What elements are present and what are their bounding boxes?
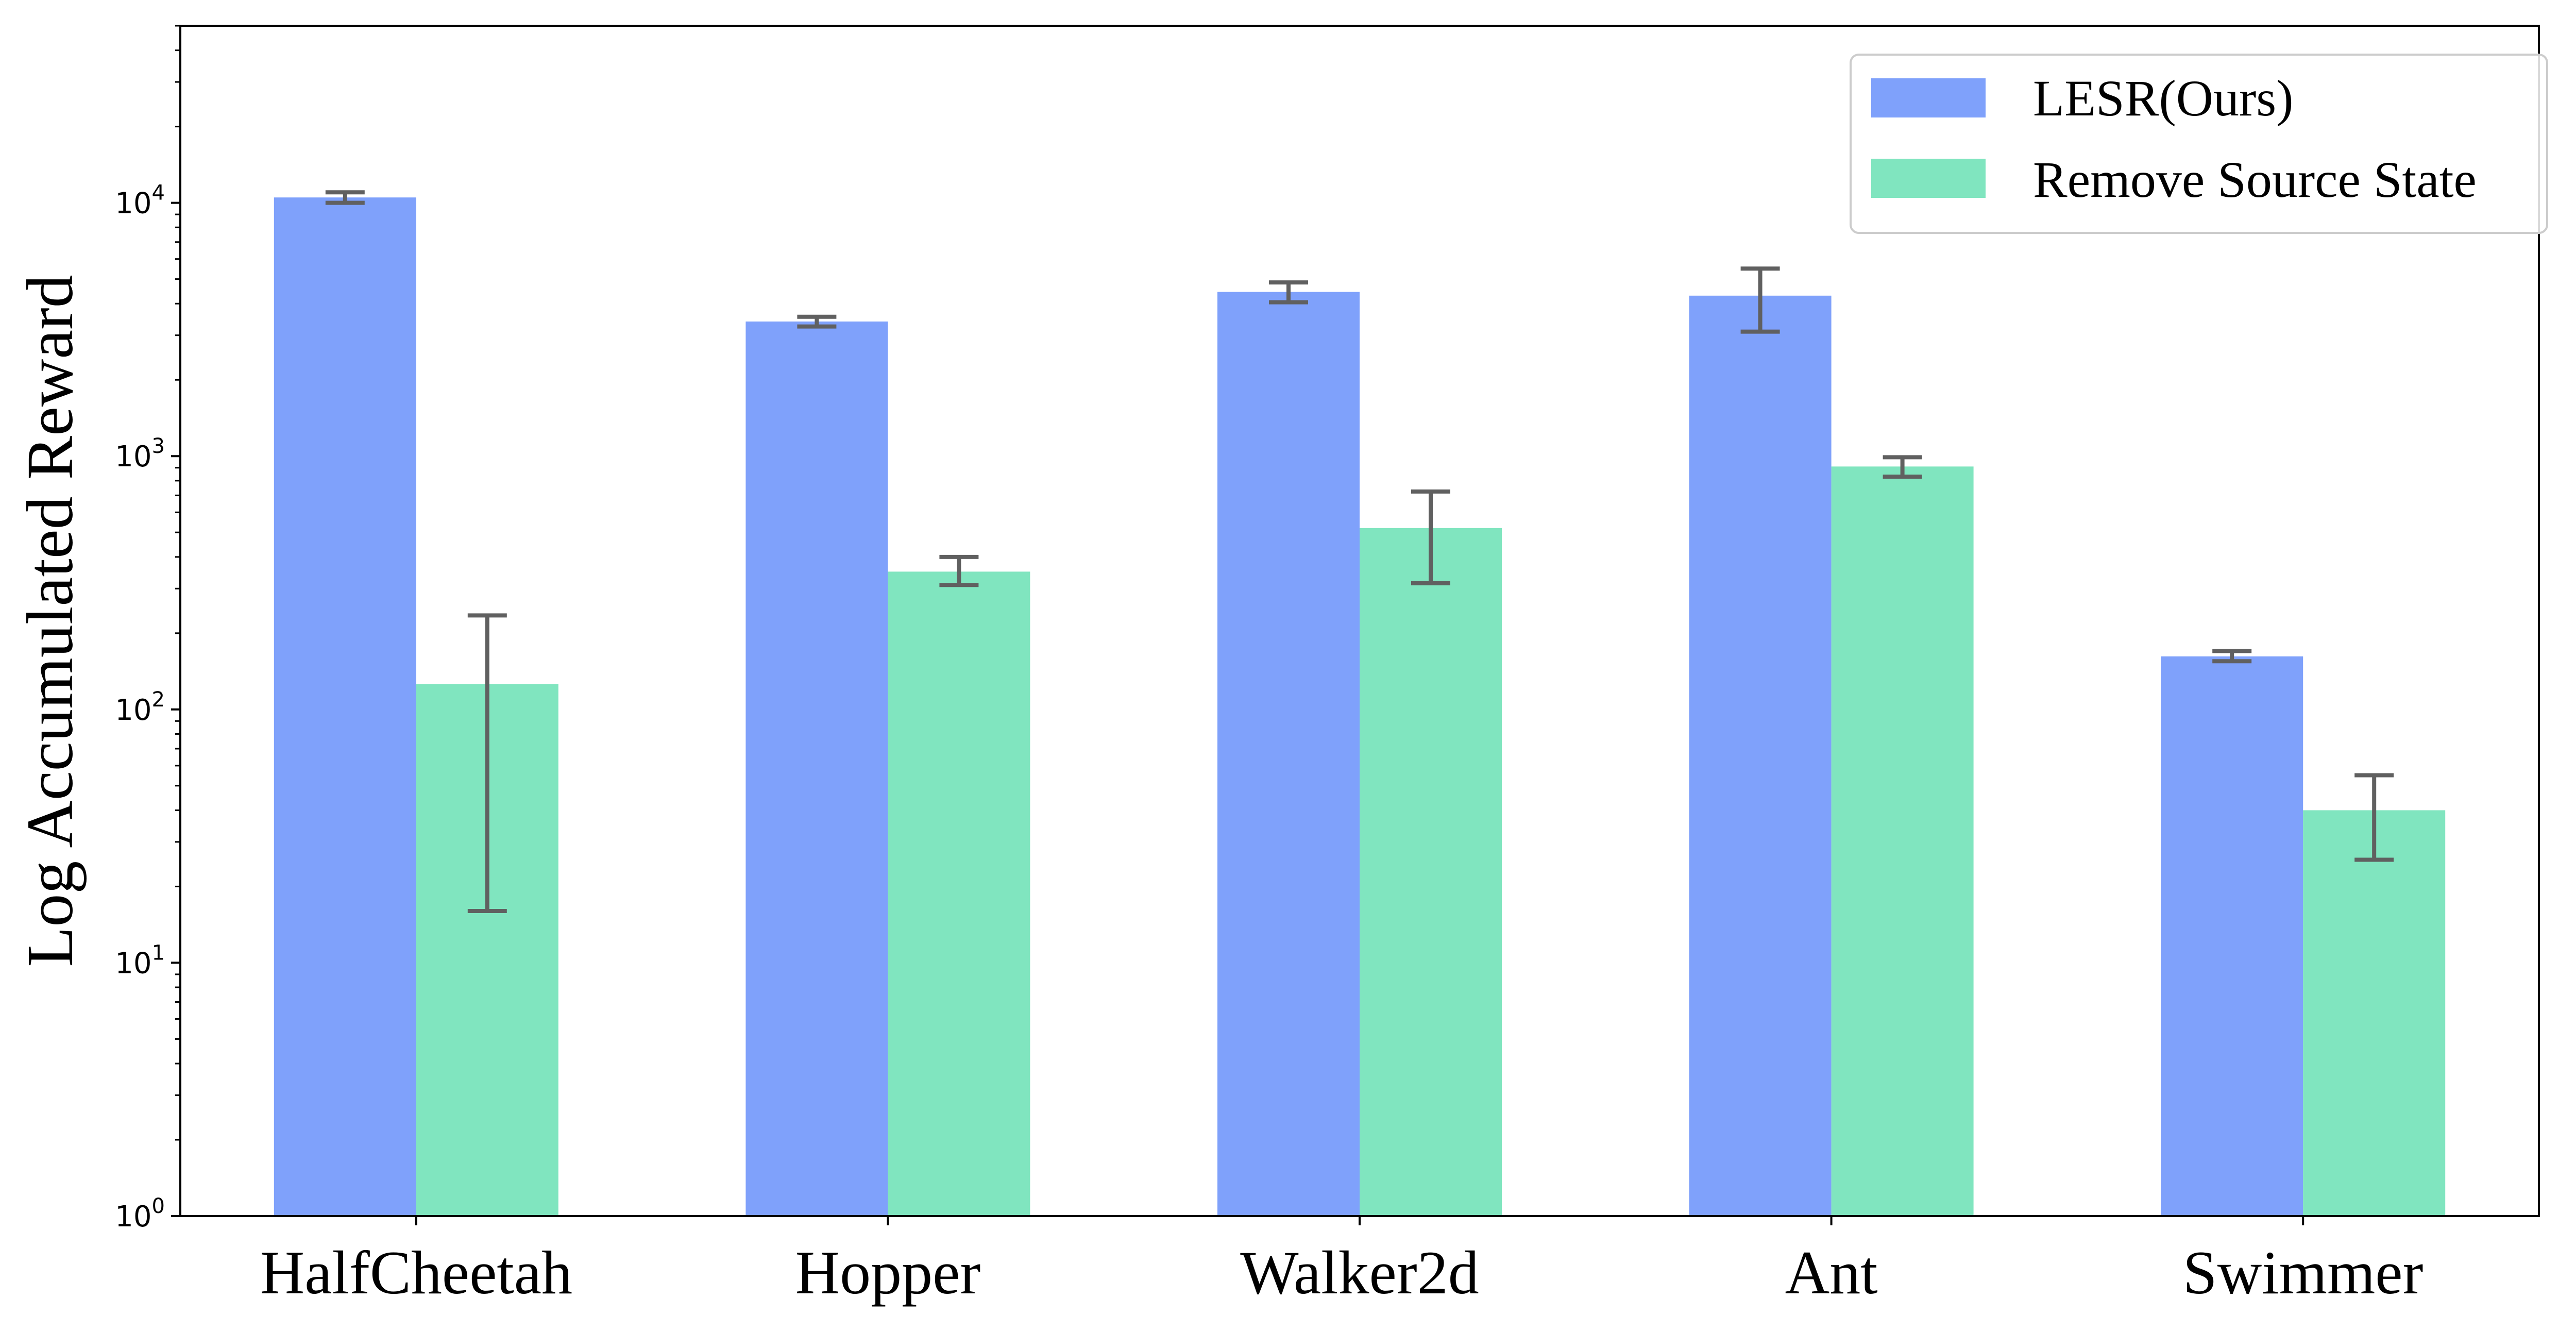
legend-label-remove-source-state: Remove Source State [2033, 151, 2477, 208]
x-tick-label-walker2d: Walker2d [1240, 1238, 1479, 1307]
bar-remove-source-state-hopper [888, 571, 1030, 1216]
error-bar-lesr-ours-halfcheetah [325, 190, 365, 205]
x-tick-label-swimmer: Swimmer [2183, 1238, 2424, 1307]
bar-lesr-ours-walker2d [1217, 292, 1360, 1216]
error-bar-remove-source-state-walker2d [1411, 489, 1450, 585]
y-tick-label-10e0: 100 [115, 1194, 165, 1234]
bar-lesr-ours-ant [1689, 295, 1832, 1216]
legend-swatch-lesr [1871, 78, 1986, 117]
bar-remove-source-state-walker2d [1360, 528, 1502, 1216]
x-tick-label-halfcheetah: HalfCheetah [260, 1238, 572, 1307]
error-bar-remove-source-state-hopper [939, 554, 979, 587]
legend: LESR(Ours) Remove Source State [1850, 54, 2548, 234]
error-bar-lesr-ours-swimmer [2212, 649, 2252, 664]
y-axis: 100 101 102 103 104 [115, 25, 180, 1234]
legend-frame [1850, 54, 2548, 234]
x-tick-label-hopper: Hopper [795, 1238, 980, 1307]
y-tick-label-10e1: 101 [115, 941, 165, 980]
error-bar-lesr-ours-ant [1740, 266, 1780, 334]
error-bars-layer [325, 190, 2394, 914]
error-bar-remove-source-state-swimmer [2354, 773, 2394, 862]
bar-remove-source-state-swimmer [2303, 810, 2446, 1216]
bars-layer [274, 197, 2446, 1216]
error-bar-lesr-ours-hopper [797, 314, 837, 329]
x-axis: HalfCheetah Hopper Walker2d Ant Swimmer [260, 1216, 2424, 1307]
bar-lesr-ours-swimmer [2161, 656, 2303, 1216]
error-bar-remove-source-state-ant [1883, 455, 1922, 479]
legend-swatch-remove-source-state [1871, 159, 1986, 198]
bar-remove-source-state-ant [1831, 466, 1974, 1216]
y-tick-label-10e3: 103 [115, 434, 165, 474]
y-tick-label-10e4: 104 [115, 181, 165, 221]
legend-label-lesr: LESR(Ours) [2033, 70, 2294, 127]
y-axis-label: Log Accumulated Reward [13, 275, 87, 967]
bar-lesr-ours-halfcheetah [274, 197, 416, 1216]
y-tick-label-10e2: 102 [115, 688, 165, 727]
error-bar-remove-source-state-halfcheetah [467, 613, 507, 914]
x-tick-label-ant: Ant [1785, 1238, 1878, 1307]
bar-lesr-ours-hopper [745, 321, 888, 1216]
error-bar-lesr-ours-walker2d [1269, 280, 1308, 305]
